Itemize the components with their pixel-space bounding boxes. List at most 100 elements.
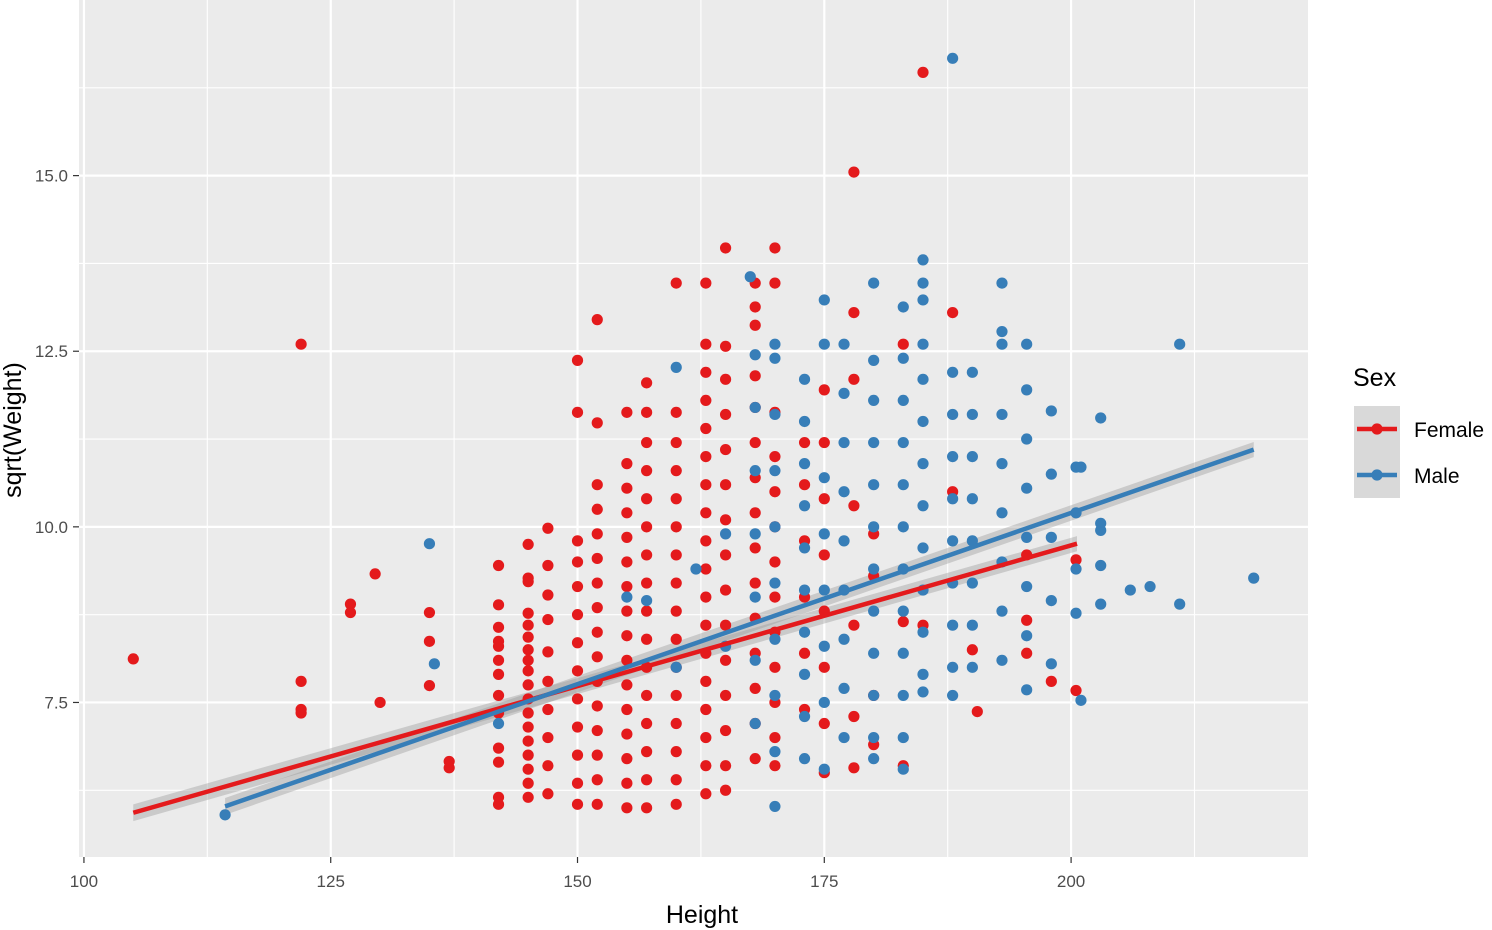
data-point-female <box>848 166 860 178</box>
data-point-female <box>591 552 603 565</box>
data-point-male <box>868 277 880 289</box>
data-point-male <box>897 731 909 744</box>
data-point-female <box>749 577 761 589</box>
data-point-male <box>423 538 436 550</box>
data-point-male <box>1021 684 1033 696</box>
data-point-male <box>219 809 231 821</box>
trend-line-female <box>132 541 1078 815</box>
data-point-female <box>522 777 534 789</box>
data-point-male <box>917 254 929 266</box>
data-point-male <box>868 436 880 449</box>
data-point-male <box>897 436 909 449</box>
data-point-female <box>848 762 860 774</box>
data-point-female <box>670 798 682 810</box>
data-point-female <box>641 549 653 561</box>
data-point-female <box>719 514 732 526</box>
data-point-male <box>1095 524 1107 536</box>
data-point-female <box>369 568 381 580</box>
data-point-female <box>621 406 633 418</box>
data-point-female <box>591 724 603 737</box>
data-point-male <box>749 591 761 603</box>
data-point-female <box>571 354 584 366</box>
data-point-male <box>897 605 909 617</box>
y-axis-title: sqrt(Weight) <box>0 362 27 498</box>
data-point-male <box>917 458 929 470</box>
data-point-female <box>1021 614 1033 626</box>
data-point-female <box>719 373 732 385</box>
data-point-female <box>522 644 534 656</box>
data-point-male <box>947 52 959 64</box>
data-point-female <box>769 760 781 772</box>
data-point-male <box>868 479 880 491</box>
data-point-female <box>571 535 584 547</box>
legend-title: Sex <box>1353 364 1397 392</box>
data-point-male <box>818 763 830 775</box>
data-point-male <box>966 535 978 547</box>
data-point-female <box>344 606 357 619</box>
data-point-female <box>492 640 505 652</box>
data-point-female <box>749 507 761 519</box>
data-point-female <box>719 584 732 596</box>
data-point-female <box>522 576 534 588</box>
data-point-female <box>641 774 653 786</box>
data-point-female <box>295 338 307 350</box>
data-point-male <box>818 528 830 540</box>
data-point-male <box>897 352 909 364</box>
data-point-female <box>769 591 781 603</box>
data-point-female <box>641 406 653 418</box>
data-point-female <box>749 370 761 382</box>
data-point-male <box>966 493 978 505</box>
data-point-male <box>621 591 633 603</box>
data-point-female <box>848 373 860 385</box>
data-point-male <box>798 753 811 765</box>
data-point-female <box>591 479 603 491</box>
data-point-male <box>769 465 781 477</box>
data-point-female <box>621 802 633 814</box>
data-point-male <box>798 373 811 385</box>
data-point-female <box>848 710 860 723</box>
legend-key-point <box>1371 423 1383 435</box>
data-point-female <box>719 340 732 352</box>
scatter-points <box>127 52 1260 821</box>
data-point-female <box>641 717 653 730</box>
data-point-female <box>423 680 436 692</box>
data-point-female <box>492 742 505 754</box>
data-point-male <box>744 271 756 283</box>
data-point-female <box>641 493 653 505</box>
data-point-female <box>591 577 603 589</box>
data-point-male <box>798 668 811 680</box>
data-point-male <box>947 408 959 421</box>
data-point-female <box>1021 647 1033 659</box>
data-point-male <box>1075 694 1087 706</box>
data-point-female <box>700 591 712 603</box>
data-point-female <box>641 377 653 389</box>
data-point-male <box>769 577 781 589</box>
data-point-male <box>769 338 781 350</box>
data-point-female <box>670 406 682 418</box>
data-point-male <box>690 563 702 575</box>
data-point-male <box>670 661 682 673</box>
data-point-male <box>917 415 929 428</box>
data-point-male <box>838 731 850 744</box>
data-point-male <box>1124 584 1136 596</box>
data-point-female <box>591 749 603 761</box>
data-point-male <box>868 689 880 702</box>
data-point-male <box>1021 482 1033 494</box>
data-point-male <box>818 696 830 709</box>
data-point-female <box>571 749 584 761</box>
data-point-female <box>522 538 534 551</box>
data-point-male <box>868 354 880 366</box>
data-point-male <box>492 717 505 730</box>
data-point-female <box>591 626 603 638</box>
data-point-female <box>749 301 761 313</box>
data-point-female <box>670 577 682 589</box>
data-point-female <box>492 559 505 572</box>
y-tick-label: 15.0 <box>35 167 68 186</box>
data-point-female <box>522 607 534 619</box>
data-point-male <box>1174 338 1186 350</box>
data-point-female <box>542 760 554 772</box>
data-point-female <box>492 798 505 810</box>
legend-key-point <box>1371 469 1383 481</box>
data-point-male <box>798 542 811 554</box>
data-point-female <box>719 242 732 254</box>
